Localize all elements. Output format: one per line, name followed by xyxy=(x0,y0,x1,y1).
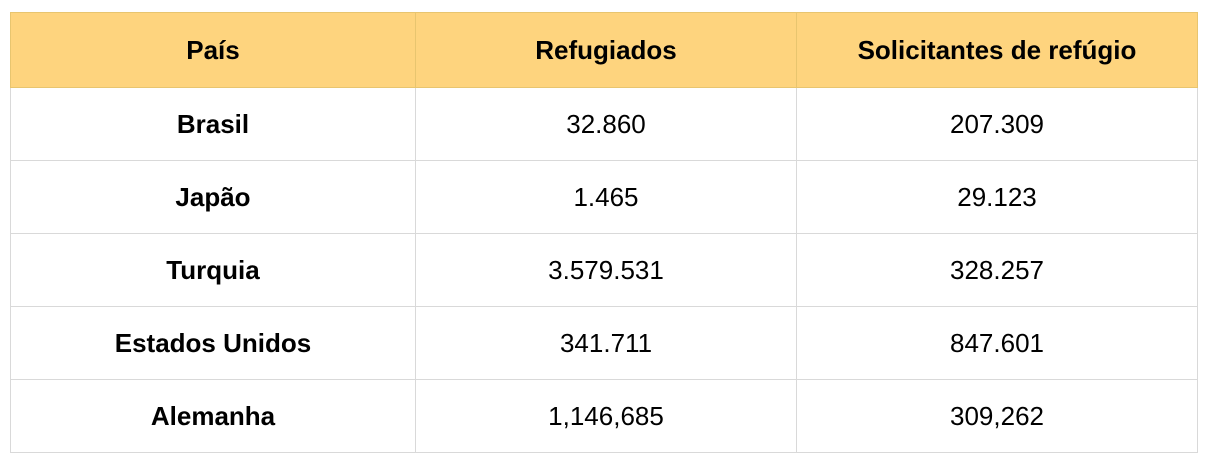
header-row: País Refugiados Solicitantes de refúgio xyxy=(10,12,1198,88)
table-row: Brasil 32.860 207.309 xyxy=(10,87,1198,161)
table-row: Alemanha 1,146,685 309,262 xyxy=(10,379,1198,453)
refugees-cell: 341.711 xyxy=(415,306,797,380)
asylum-seekers-cell: 29.123 xyxy=(796,160,1198,234)
header-asylum-seekers: Solicitantes de refúgio xyxy=(796,12,1198,88)
table-row: Estados Unidos 341.711 847.601 xyxy=(10,306,1198,380)
refugee-data-table: País Refugiados Solicitantes de refúgio … xyxy=(10,12,1198,453)
table-row: Turquia 3.579.531 328.257 xyxy=(10,233,1198,307)
refugees-cell: 3.579.531 xyxy=(415,233,797,307)
country-cell: Estados Unidos xyxy=(10,306,416,380)
country-cell: Brasil xyxy=(10,87,416,161)
header-country: País xyxy=(10,12,416,88)
refugees-cell: 1,146,685 xyxy=(415,379,797,453)
asylum-seekers-cell: 328.257 xyxy=(796,233,1198,307)
country-cell: Alemanha xyxy=(10,379,416,453)
asylum-seekers-cell: 309,262 xyxy=(796,379,1198,453)
table-row: Japão 1.465 29.123 xyxy=(10,160,1198,234)
asylum-seekers-cell: 207.309 xyxy=(796,87,1198,161)
table-body: Brasil 32.860 207.309 Japão 1.465 29.123… xyxy=(10,87,1198,453)
refugees-cell: 32.860 xyxy=(415,87,797,161)
country-cell: Japão xyxy=(10,160,416,234)
header-refugees: Refugiados xyxy=(415,12,797,88)
country-cell: Turquia xyxy=(10,233,416,307)
refugees-cell: 1.465 xyxy=(415,160,797,234)
table-header: País Refugiados Solicitantes de refúgio xyxy=(10,12,1198,88)
asylum-seekers-cell: 847.601 xyxy=(796,306,1198,380)
